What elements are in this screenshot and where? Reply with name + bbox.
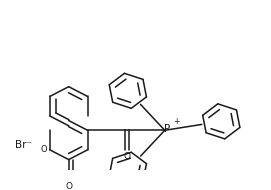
Text: +: + — [173, 117, 180, 126]
Text: O: O — [65, 182, 72, 190]
Text: O: O — [124, 152, 131, 161]
Text: O: O — [41, 145, 47, 154]
Text: Br⁻: Br⁻ — [15, 140, 32, 150]
Text: P: P — [164, 124, 170, 134]
